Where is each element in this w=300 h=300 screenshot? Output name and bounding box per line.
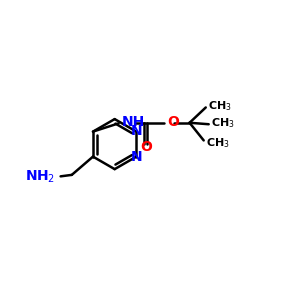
Text: N: N: [131, 124, 143, 138]
Text: O: O: [167, 115, 179, 129]
Text: N: N: [131, 150, 143, 164]
Text: NH: NH: [122, 115, 145, 129]
Text: O: O: [140, 140, 152, 154]
Text: CH$_3$: CH$_3$: [208, 99, 232, 112]
Text: NH$_2$: NH$_2$: [26, 168, 56, 185]
Text: CH$_3$: CH$_3$: [211, 116, 235, 130]
Text: CH$_3$: CH$_3$: [206, 136, 230, 150]
